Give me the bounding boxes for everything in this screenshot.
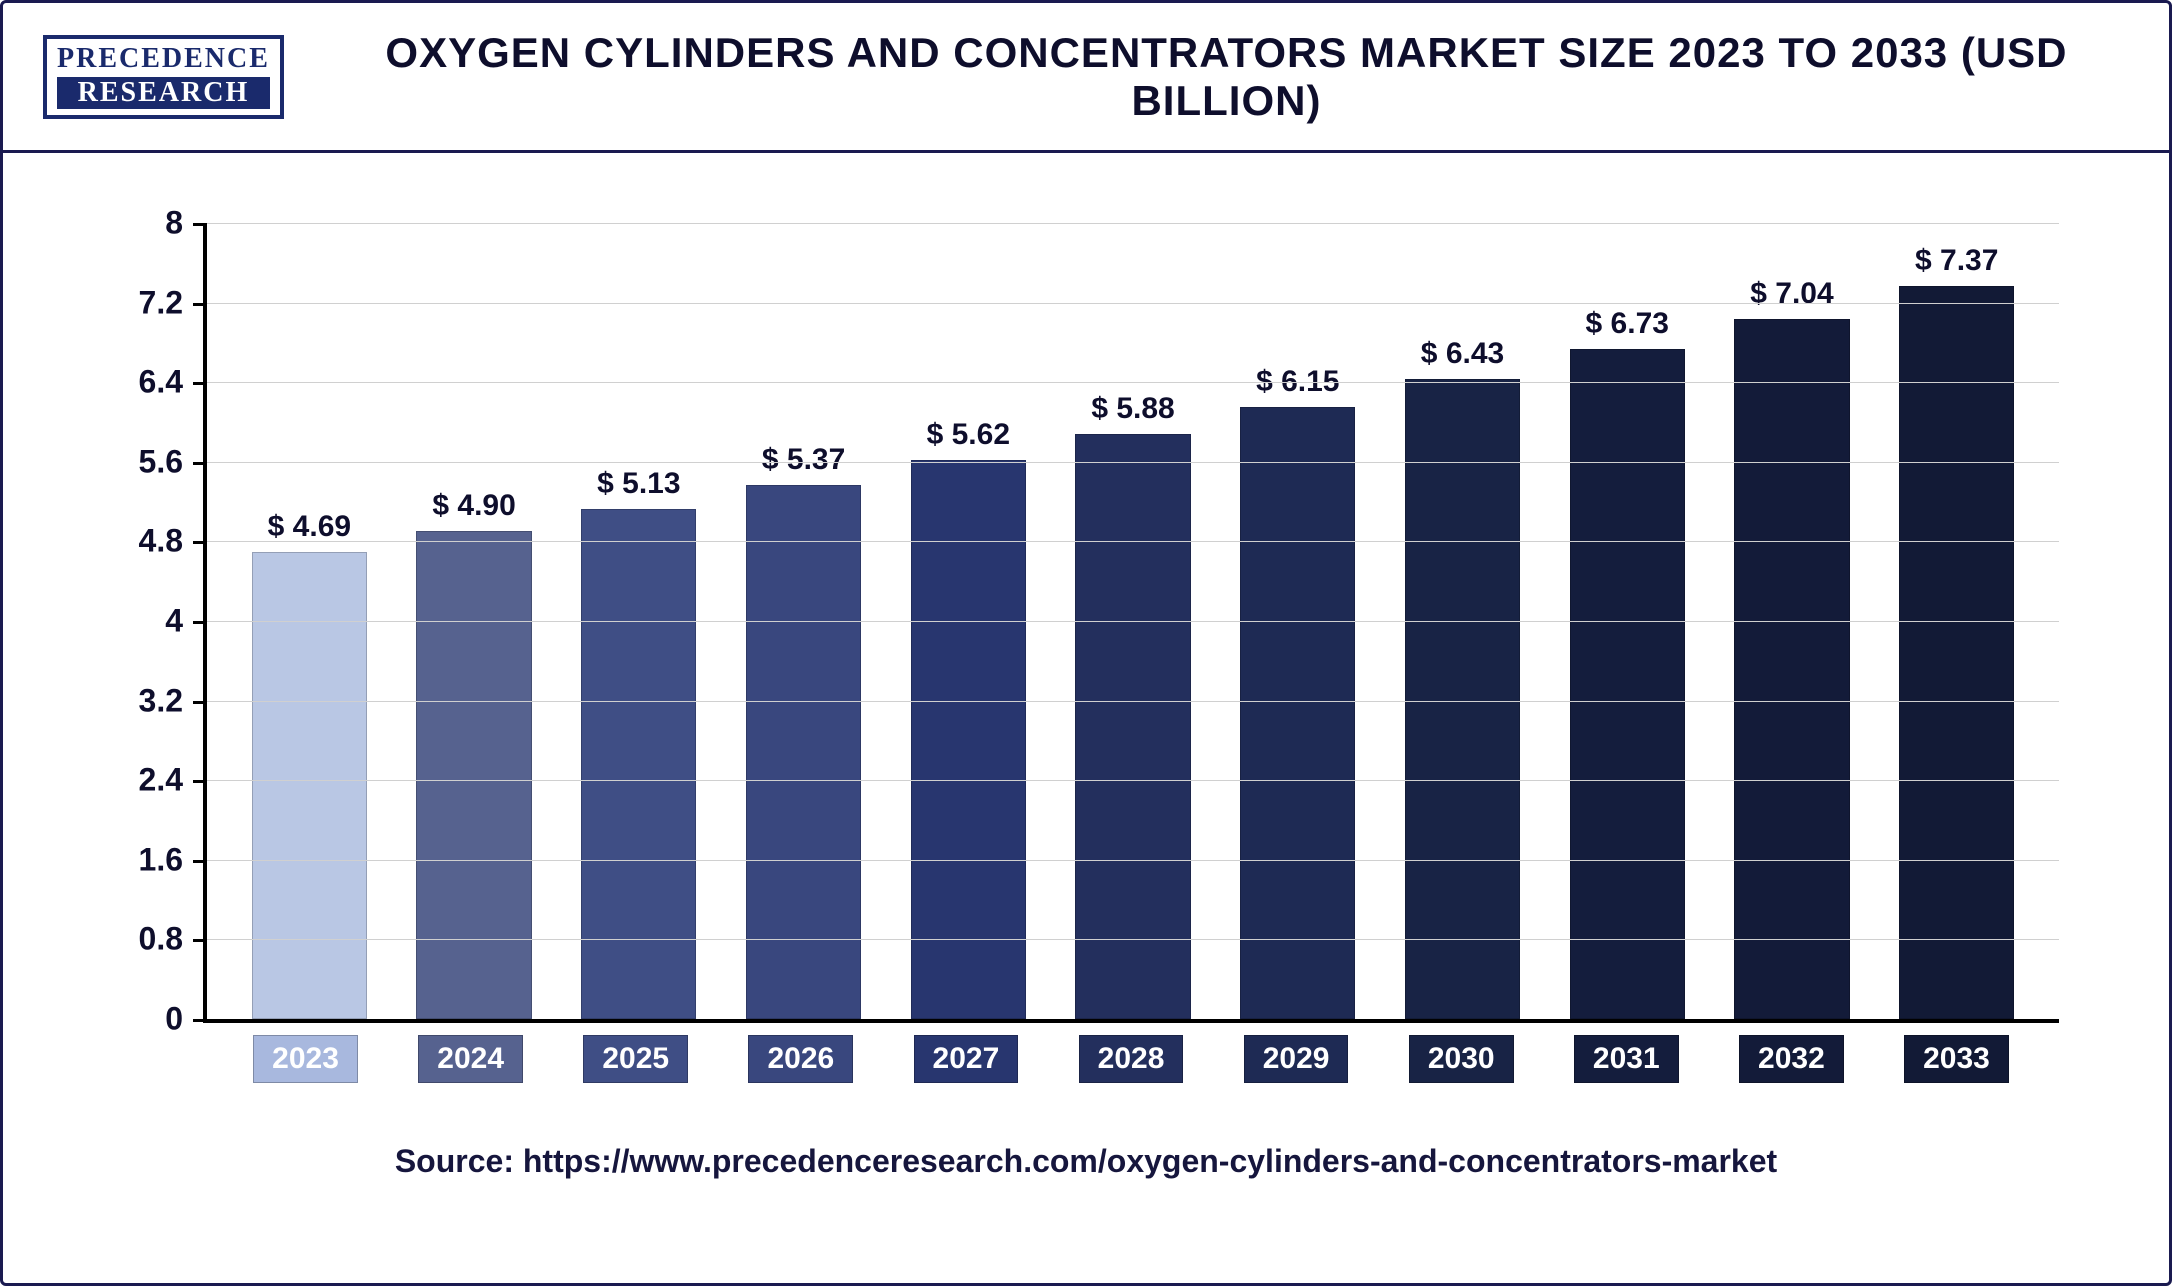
gridline — [207, 780, 2059, 781]
bar-value-label: $ 6.73 — [1586, 307, 1669, 341]
x-axis-cell: 2032 — [1709, 1035, 1874, 1083]
y-axis-label: 1.6 — [139, 841, 183, 878]
x-axis-label: 2027 — [914, 1035, 1019, 1083]
x-axis-cell: 2025 — [553, 1035, 718, 1083]
x-axis-cell: 2028 — [1048, 1035, 1213, 1083]
x-axis-cell: 2023 — [223, 1035, 388, 1083]
bar — [252, 552, 367, 1019]
x-axis-label: 2030 — [1409, 1035, 1514, 1083]
bar — [1405, 379, 1520, 1019]
y-tick — [193, 860, 203, 863]
chart-card: PRECEDENCE RESEARCH OXYGEN CYLINDERS AND… — [0, 0, 2172, 1286]
y-axis-label: 5.6 — [139, 443, 183, 480]
header: PRECEDENCE RESEARCH OXYGEN CYLINDERS AND… — [3, 3, 2169, 153]
bar — [581, 509, 696, 1019]
bar — [1240, 407, 1355, 1019]
y-axis-label: 0 — [165, 1001, 183, 1038]
x-axis-cell: 2029 — [1214, 1035, 1379, 1083]
x-axis-cell: 2033 — [1874, 1035, 2039, 1083]
bar-value-label: $ 7.37 — [1915, 244, 1998, 278]
x-axis: 2023 2024 2025 2026 2027 2028 2029 2030 2031 2032… — [203, 1035, 2059, 1083]
plot: $ 4.69 $ 4.90 $ 5.13 $ 5.37 $ 5.62 $ 5.88 $ 6.… — [203, 223, 2059, 1023]
gridline — [207, 860, 2059, 861]
gridline — [207, 303, 2059, 304]
gridline — [207, 382, 2059, 383]
y-tick — [193, 701, 203, 704]
y-tick — [193, 1019, 203, 1022]
bar-value-label: $ 7.04 — [1750, 277, 1833, 311]
bar-value-label: $ 4.90 — [432, 489, 515, 523]
logo-text-top: PRECEDENCE — [57, 45, 270, 73]
bar-value-label: $ 5.37 — [762, 443, 845, 477]
y-tick — [193, 382, 203, 385]
bar — [911, 460, 1026, 1019]
x-axis-label: 2026 — [748, 1035, 853, 1083]
y-axis-label: 3.2 — [139, 682, 183, 719]
chart-area: $ 4.69 $ 4.90 $ 5.13 $ 5.37 $ 5.62 $ 5.88 $ 6.… — [93, 223, 2079, 1083]
y-tick — [193, 780, 203, 783]
x-axis-label: 2033 — [1904, 1035, 2009, 1083]
y-axis-label: 7.2 — [139, 284, 183, 321]
gridline — [207, 621, 2059, 622]
bar-value-label: $ 6.43 — [1421, 337, 1504, 371]
y-tick — [193, 303, 203, 306]
gridline — [207, 462, 2059, 463]
bar — [1075, 434, 1190, 1019]
x-axis-label: 2028 — [1079, 1035, 1184, 1083]
y-axis-label: 0.8 — [139, 921, 183, 958]
bar — [1899, 286, 2014, 1019]
y-tick — [193, 462, 203, 465]
gridline — [207, 541, 2059, 542]
y-tick — [193, 223, 203, 226]
x-axis-cell: 2031 — [1544, 1035, 1709, 1083]
x-axis-cell: 2027 — [883, 1035, 1048, 1083]
x-axis-label: 2024 — [418, 1035, 523, 1083]
gridline — [207, 223, 2059, 224]
bar — [416, 531, 531, 1019]
y-axis-label: 8 — [165, 205, 183, 242]
y-axis-label: 4.8 — [139, 523, 183, 560]
y-axis-label: 6.4 — [139, 364, 183, 401]
bar-value-label: $ 5.13 — [597, 467, 680, 501]
x-axis-cell: 2024 — [388, 1035, 553, 1083]
x-axis-label: 2023 — [253, 1035, 358, 1083]
y-axis-label: 2.4 — [139, 762, 183, 799]
chart-title: OXYGEN CYLINDERS AND CONCENTRATORS MARKE… — [324, 29, 2129, 125]
y-tick — [193, 939, 203, 942]
x-axis-label: 2029 — [1244, 1035, 1349, 1083]
logo: PRECEDENCE RESEARCH — [43, 35, 284, 119]
x-axis-label: 2032 — [1739, 1035, 1844, 1083]
x-axis-label: 2025 — [583, 1035, 688, 1083]
gridline — [207, 939, 2059, 940]
gridline — [207, 701, 2059, 702]
bar — [1570, 349, 1685, 1019]
x-axis-cell: 2030 — [1379, 1035, 1544, 1083]
bar-value-label: $ 5.62 — [927, 418, 1010, 452]
y-tick — [193, 541, 203, 544]
bar-value-label: $ 4.69 — [268, 510, 351, 544]
x-axis-label: 2031 — [1574, 1035, 1679, 1083]
logo-text-bottom: RESEARCH — [57, 77, 270, 109]
bar — [1734, 319, 1849, 1019]
source-line: Source: https://www.precedenceresearch.c… — [3, 1143, 2169, 1180]
y-axis-label: 4 — [165, 603, 183, 640]
x-axis-cell: 2026 — [718, 1035, 883, 1083]
bar-value-label: $ 5.88 — [1091, 392, 1174, 426]
y-tick — [193, 621, 203, 624]
